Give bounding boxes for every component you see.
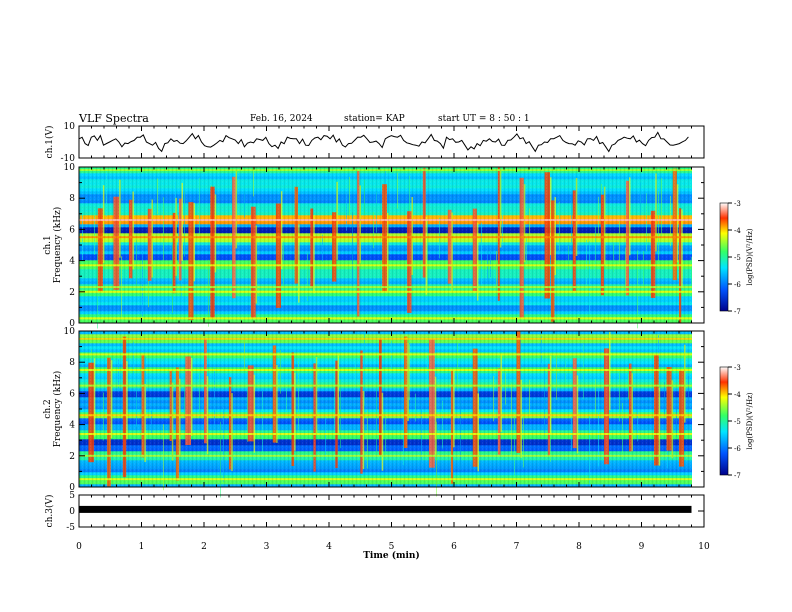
ch3-trace [79, 505, 692, 513]
y-tick-label: 2 [69, 288, 75, 298]
x-tick-label: 5 [389, 542, 395, 552]
y-tick-label: -10 [61, 154, 76, 164]
x-tick-label: 6 [451, 542, 457, 552]
y-axis-label: ch.1 [43, 235, 53, 254]
y-axis-label: ch.1(V) [44, 126, 55, 159]
colorbar-label: log(PSD)(V²/Hz) [746, 392, 754, 449]
colorbar-tick-label: -7 [734, 308, 741, 316]
colorbar-tick-label: -5 [734, 418, 741, 426]
colorbar-tick-label: -4 [734, 391, 741, 399]
x-tick-label: 1 [139, 542, 145, 552]
y-tick-label: 8 [69, 358, 75, 368]
x-tick-label: 0 [76, 542, 82, 552]
y-tick-label: 10 [64, 163, 76, 173]
start-time-label: start UT = 8 : 50 : 1 [438, 114, 530, 124]
y-tick-label: 8 [69, 194, 75, 204]
x-tick-label: 10 [698, 542, 710, 552]
x-tick-label: 8 [576, 542, 582, 552]
colorbar-tick-label: -3 [734, 200, 741, 208]
chart-title: VLF Spectra [79, 112, 149, 125]
y-tick-label: 4 [69, 421, 75, 431]
colorbar-tick-label: -3 [734, 364, 741, 372]
texture-overlay [79, 331, 692, 487]
y-tick-label: 4 [69, 257, 75, 267]
date-label: Feb. 16, 2024 [250, 114, 313, 124]
y-axis-label: ch.2 [43, 399, 53, 418]
station-label: station= KAP [344, 114, 405, 124]
y-tick-label: 10 [64, 327, 76, 337]
y-tick-label: 6 [69, 225, 75, 235]
spectrogram-ch2 [79, 331, 692, 498]
y-tick-label: 0 [69, 319, 75, 329]
x-tick-label: 3 [264, 542, 270, 552]
texture-overlay [79, 167, 692, 323]
x-tick-label: 7 [514, 542, 520, 552]
x-tick-label: 2 [201, 542, 207, 552]
y-tick-label: 0 [69, 507, 75, 517]
colorbar-tick-label: -6 [734, 445, 741, 453]
y-tick-label: 6 [69, 389, 75, 399]
ch1-trace [78, 131, 689, 153]
colorbar-tick-label: -5 [734, 254, 741, 262]
x-tick-label: 9 [639, 542, 645, 552]
y-axis-label: ch.3(V) [44, 495, 55, 528]
y-tick-label: -5 [66, 523, 75, 533]
colorbar-tick-label: -6 [734, 281, 741, 289]
colorbar-tick-label: -4 [734, 227, 741, 235]
spectrogram-ch1 [79, 167, 692, 329]
y-tick-label: 10 [64, 122, 76, 132]
y-axis-label: Frequency (kHz) [52, 371, 63, 448]
y-tick-label: 2 [69, 452, 75, 462]
x-tick-label: 4 [326, 542, 332, 552]
y-tick-label: 0 [69, 483, 75, 493]
colorbar-label: log(PSD)(V²/Hz) [746, 228, 754, 285]
y-tick-label: 5 [69, 491, 75, 501]
colorbar-tick-label: -7 [734, 472, 741, 480]
colorbar [719, 366, 729, 476]
y-axis-label: Frequency (kHz) [52, 207, 63, 284]
colorbar [719, 202, 729, 312]
x-axis-label: Time (min) [363, 550, 420, 561]
